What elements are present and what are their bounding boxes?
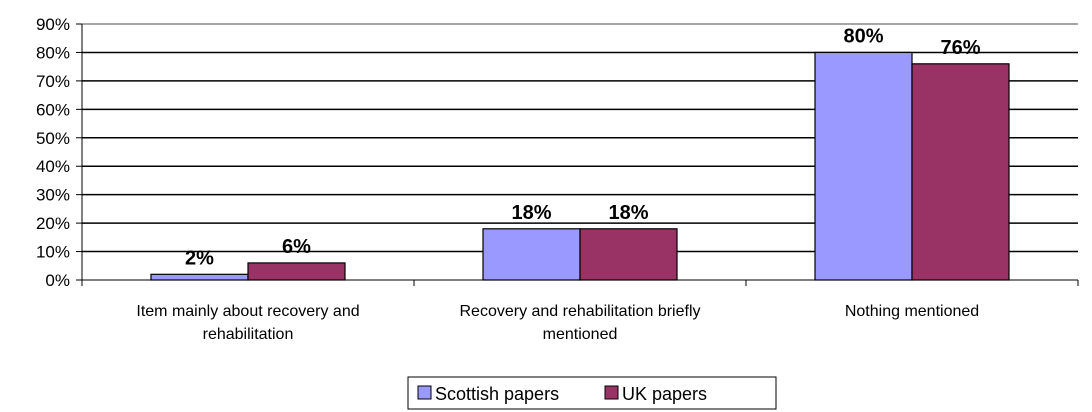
y-tick-label: 20% <box>36 214 70 233</box>
data-label: 18% <box>511 202 551 224</box>
data-label: 76% <box>940 37 980 59</box>
y-tick-label: 80% <box>36 43 70 62</box>
y-tick-label: 30% <box>36 186 70 205</box>
y-tick-label: 90% <box>36 15 70 34</box>
x-category-label: rehabilitation <box>203 326 294 343</box>
y-tick-labels: 0% 10% 20% 30% 40% 50% 60% 70% 80% 90% <box>36 15 70 290</box>
x-category-labels: Item mainly about recovery and rehabilita… <box>136 303 979 343</box>
data-label: 6% <box>282 236 311 258</box>
bar <box>247 262 346 281</box>
x-category-label: Item mainly about recovery and <box>136 303 359 320</box>
data-label: 2% <box>185 247 214 269</box>
y-tick-label: 0% <box>45 271 70 290</box>
gridlines <box>82 23 1078 253</box>
data-labels: 2% 6% 18% 18% 80% 76% <box>185 25 981 269</box>
data-label: 80% <box>843 25 883 47</box>
legend-box <box>407 376 777 410</box>
bar <box>579 228 678 281</box>
y-tick-label: 10% <box>36 243 70 262</box>
bar <box>150 273 249 281</box>
legend-label: Scottish papers <box>435 384 559 404</box>
bar <box>482 228 581 281</box>
y-tick-label: 50% <box>36 129 70 148</box>
bar <box>911 63 1010 281</box>
axes <box>76 23 1079 286</box>
legend-swatch <box>417 385 432 400</box>
x-category-label: mentioned <box>543 326 618 343</box>
x-category-label: Nothing mentioned <box>845 303 979 320</box>
y-tick-label: 70% <box>36 72 70 91</box>
x-category-label: Recovery and rehabilitation briefly <box>459 303 700 320</box>
y-tick-label: 40% <box>36 157 70 176</box>
bars <box>150 51 1010 281</box>
legend: Scottish papers UK papers <box>407 376 777 410</box>
legend-swatch <box>604 385 619 400</box>
bar <box>814 51 913 281</box>
data-label: 18% <box>608 202 648 224</box>
legend-label: UK papers <box>622 384 707 404</box>
y-tick-label: 60% <box>36 100 70 119</box>
